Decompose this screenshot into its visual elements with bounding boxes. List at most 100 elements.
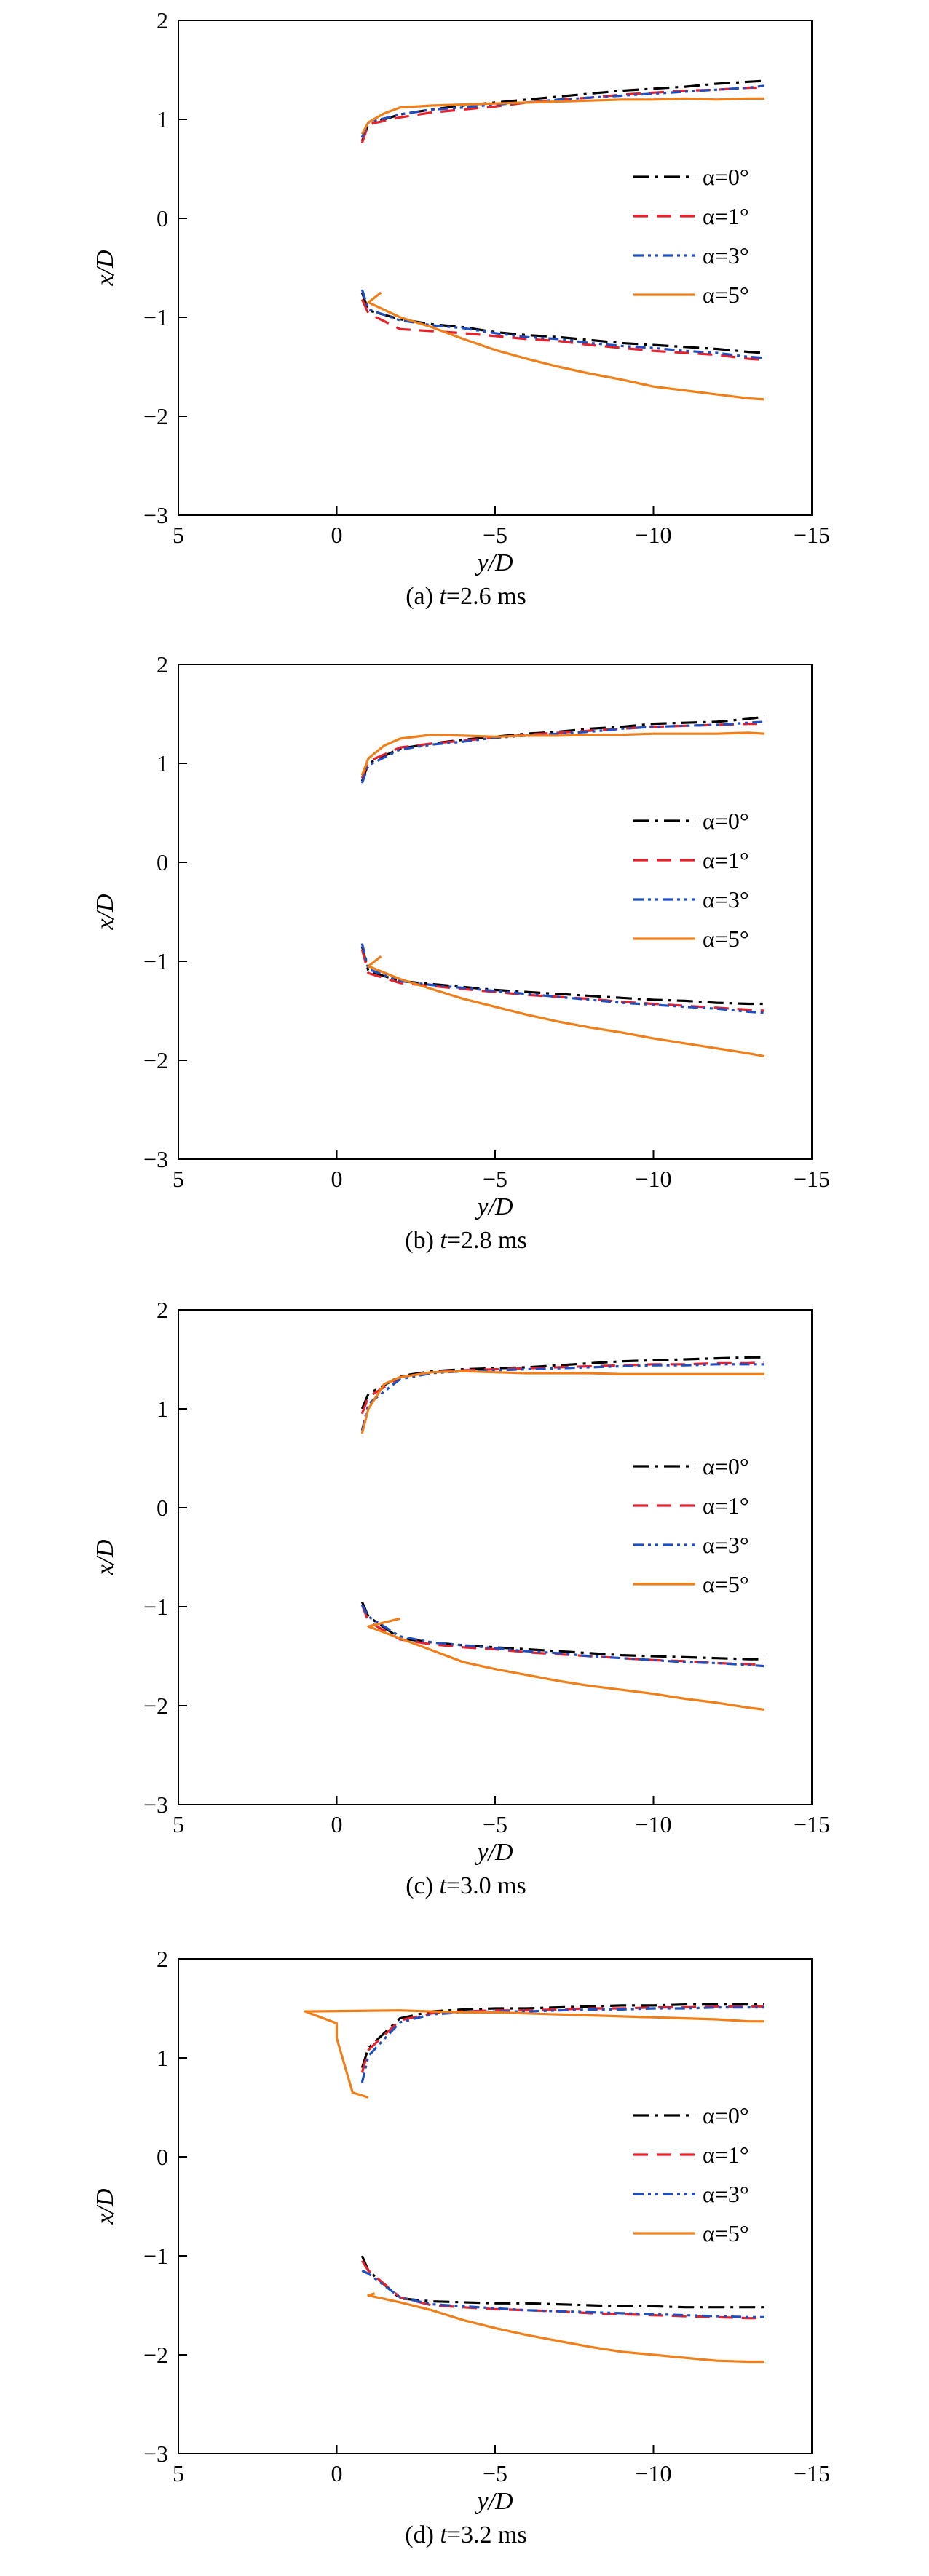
x-axis-label: y/D: [475, 2488, 513, 2515]
x-tick-label: 5: [173, 1166, 184, 1192]
x-tick-label: −10: [635, 522, 671, 548]
series-line-upper: [360, 1370, 764, 1434]
legend-label: α=0°: [703, 164, 749, 190]
legend-label: α=5°: [703, 926, 749, 952]
y-tick-label: −2: [143, 1047, 168, 1073]
legend-label: α=5°: [703, 2220, 749, 2246]
legend-label: α=5°: [703, 1571, 749, 1597]
y-tick-label: 1: [157, 2045, 168, 2071]
legend-label: α=1°: [703, 1492, 749, 1519]
legend-label: α=1°: [703, 847, 749, 873]
x-tick-label: 5: [173, 1811, 184, 1837]
legend-label: α=1°: [703, 2142, 749, 2168]
y-tick-label: 1: [157, 1396, 168, 1422]
y-tick-label: −2: [143, 403, 168, 429]
series-line-lower: [360, 1604, 764, 1668]
panel-caption: (b) t=2.8 ms: [405, 1227, 526, 1254]
x-tick-label: −10: [635, 1811, 671, 1837]
y-tick-label: 2: [157, 7, 168, 33]
series-line-lower: [360, 943, 764, 1014]
y-tick-label: 0: [157, 849, 168, 875]
series-line-upper: [360, 2003, 764, 2069]
series-line-upper: [360, 97, 764, 135]
series-line-lower: [360, 1604, 764, 1666]
panel-caption: (d) t=3.2 ms: [405, 2521, 526, 2548]
y-axis-label: x/D: [92, 1539, 119, 1576]
y-tick-label: 2: [157, 1946, 168, 1972]
y-tick-label: 2: [157, 651, 168, 677]
x-tick-label: −10: [635, 1166, 671, 1192]
series-line-lower: [360, 289, 764, 359]
x-tick-label: −15: [794, 522, 830, 548]
series-line-lower: [367, 955, 765, 1058]
chart-panel: 2 1 0 −1 −2 −35 0 −5 −10 −15 y/D x/D (b) t=2.8 ms α=0…: [92, 651, 830, 1254]
legend-label: α=3°: [703, 242, 749, 269]
x-axis-label: y/D: [475, 1193, 513, 1220]
legend-label: α=3°: [703, 2181, 749, 2207]
legend-label: α=1°: [703, 203, 749, 229]
x-tick-label: −5: [483, 522, 507, 548]
x-tick-label: 0: [331, 522, 343, 548]
x-axis-label: y/D: [475, 549, 513, 576]
legend-label: α=3°: [703, 1532, 749, 1558]
x-tick-label: 0: [331, 1166, 343, 1192]
series-line-lower: [367, 2292, 764, 2364]
legend-label: α=3°: [703, 886, 749, 913]
chart-panel: 2 1 0 −1 −2 −35 0 −5 −10 −15 y/D x/D (d) t=3.2 ms α=0…: [92, 1946, 830, 2548]
panel-caption: (a) t=2.6 ms: [406, 583, 526, 610]
series-line-upper: [360, 731, 764, 776]
series-line-upper: [360, 84, 764, 138]
y-tick-label: −1: [143, 1594, 168, 1620]
y-tick-label: −3: [143, 1792, 168, 1818]
y-tick-label: 1: [157, 106, 168, 132]
series-line-lower: [367, 1617, 764, 1711]
series-line-lower: [361, 2269, 764, 2318]
legend-label: α=0°: [703, 2102, 749, 2128]
x-tick-label: 0: [331, 2460, 343, 2486]
series-line-lower: [360, 2259, 764, 2320]
y-axis-label: x/D: [92, 894, 119, 931]
y-tick-label: −2: [143, 1693, 168, 1719]
x-tick-label: −15: [794, 2460, 830, 2486]
legend-label: α=5°: [703, 282, 749, 308]
x-tick-label: −5: [483, 1166, 507, 1192]
panel-caption: (c) t=3.0 ms: [406, 1872, 526, 1899]
x-tick-label: 0: [331, 1811, 343, 1837]
y-tick-label: −1: [143, 304, 168, 330]
y-tick-label: 1: [157, 750, 168, 776]
x-tick-label: −15: [794, 1166, 830, 1192]
x-tick-label: −5: [483, 2460, 507, 2486]
series-line-lower: [360, 946, 764, 1006]
series-line-upper: [360, 1363, 764, 1431]
y-axis-label: x/D: [92, 250, 119, 287]
series-line-lower: [360, 949, 764, 1012]
series-line-upper: [360, 715, 764, 782]
y-tick-label: 0: [157, 2144, 168, 2170]
y-tick-label: 2: [157, 1297, 168, 1323]
legend-label: α=0°: [703, 1453, 749, 1479]
series-line-lower: [360, 2255, 764, 2309]
series-line-lower: [360, 1601, 764, 1661]
y-axis-label: x/D: [92, 2188, 119, 2225]
chart-panel: 2 1 0 −1 −2 −35 0 −5 −10 −15 y/D x/D (a) t=2.6 ms α=0…: [92, 7, 830, 610]
y-tick-label: −3: [143, 1146, 168, 1172]
series-line-lower: [360, 298, 764, 362]
x-tick-label: −5: [483, 1811, 507, 1837]
y-tick-label: −1: [143, 2243, 168, 2269]
y-tick-label: −2: [143, 2342, 168, 2368]
series-line-upper: [304, 2009, 764, 2099]
y-tick-label: 0: [157, 205, 168, 231]
x-axis-label: y/D: [475, 1839, 513, 1866]
chart-panel: 2 1 0 −1 −2 −35 0 −5 −10 −15 y/D x/D (c) t=3.0 ms α=0…: [92, 1297, 830, 1899]
y-tick-label: −3: [143, 2441, 168, 2467]
y-tick-label: 0: [157, 1495, 168, 1521]
x-tick-label: 5: [173, 2460, 184, 2486]
series-line-upper: [360, 720, 764, 784]
y-tick-label: −3: [143, 502, 168, 528]
y-tick-label: −1: [143, 948, 168, 974]
series-line-upper: [360, 2006, 764, 2083]
series-line-lower: [367, 291, 764, 401]
series-line-upper: [360, 722, 764, 779]
x-tick-label: 5: [173, 522, 184, 548]
